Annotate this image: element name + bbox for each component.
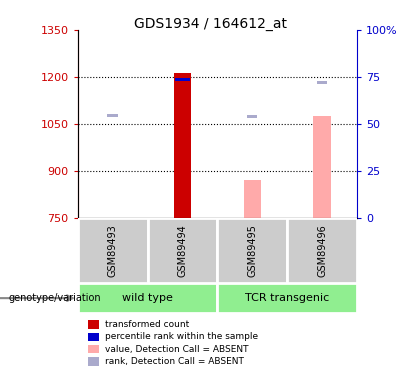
Bar: [247, 115, 257, 117]
Bar: [287, 217, 357, 283]
Text: GDS1934 / 164612_at: GDS1934 / 164612_at: [134, 17, 286, 31]
Bar: [108, 114, 118, 117]
Text: GSM89494: GSM89494: [177, 224, 187, 277]
Text: GSM89496: GSM89496: [317, 224, 327, 277]
Bar: [218, 217, 287, 283]
Bar: [244, 180, 261, 218]
Text: transformed count: transformed count: [105, 320, 189, 329]
Text: GSM89495: GSM89495: [247, 224, 257, 277]
Bar: [78, 217, 147, 283]
Bar: [317, 81, 327, 84]
Text: wild type: wild type: [122, 293, 173, 303]
Text: percentile rank within the sample: percentile rank within the sample: [105, 332, 258, 341]
Text: TCR transgenic: TCR transgenic: [245, 293, 329, 303]
Text: GSM89493: GSM89493: [108, 224, 118, 277]
Bar: [175, 78, 190, 81]
Bar: [174, 73, 191, 217]
Text: value, Detection Call = ABSENT: value, Detection Call = ABSENT: [105, 345, 249, 354]
Text: genotype/variation: genotype/variation: [8, 293, 101, 303]
Bar: [218, 283, 357, 313]
Bar: [313, 116, 331, 218]
Bar: [78, 283, 218, 313]
Bar: [147, 217, 218, 283]
Text: rank, Detection Call = ABSENT: rank, Detection Call = ABSENT: [105, 357, 244, 366]
